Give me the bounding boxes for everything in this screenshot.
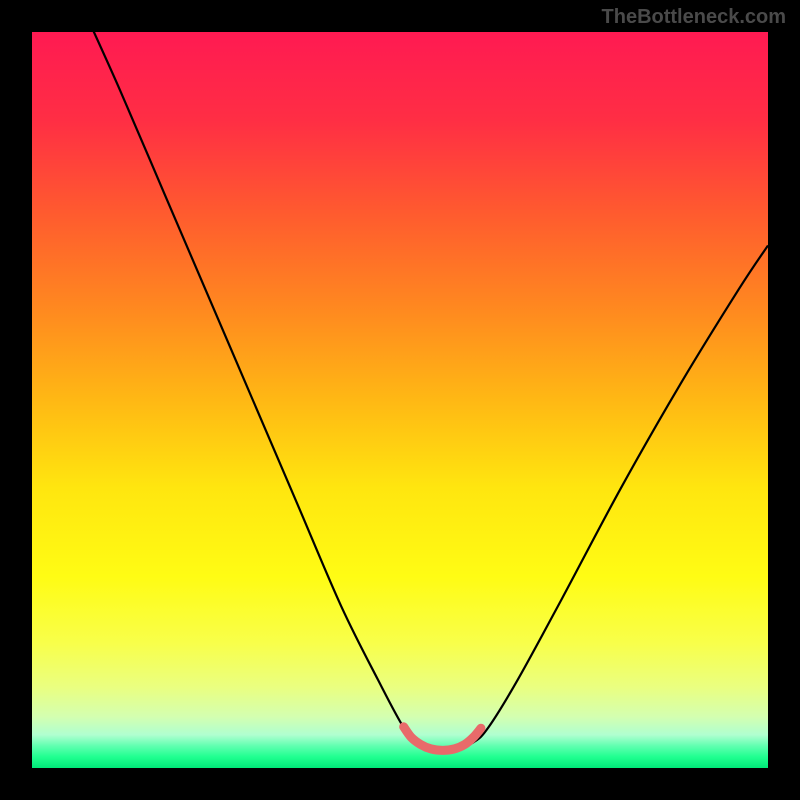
bottleneck-curve	[32, 32, 768, 768]
watermark-text: TheBottleneck.com	[602, 6, 786, 29]
chart-area	[32, 32, 768, 768]
